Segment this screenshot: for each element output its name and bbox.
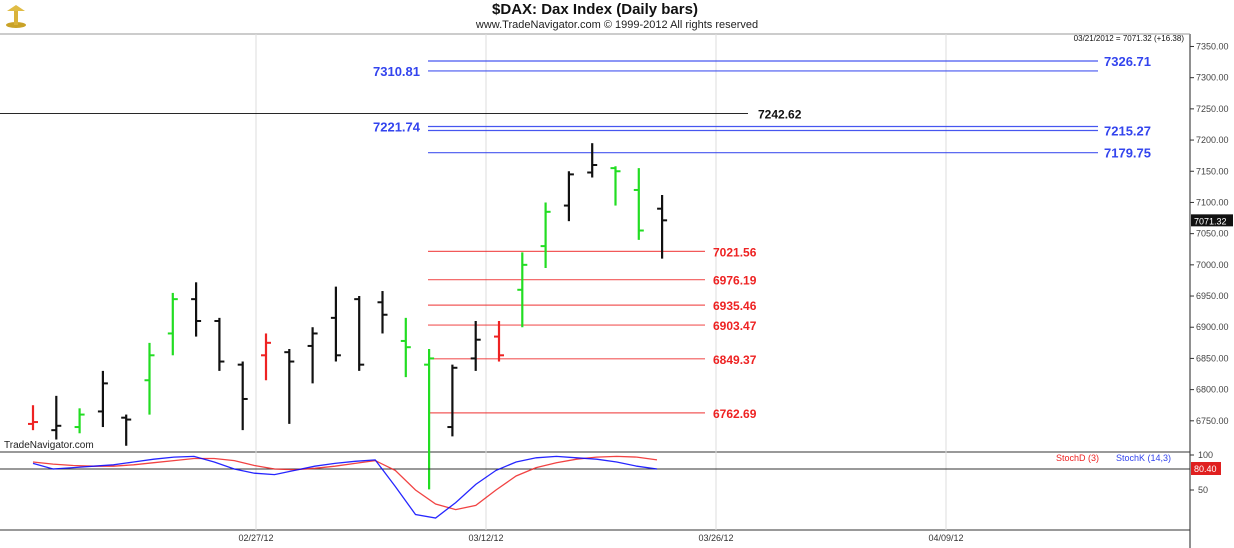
ohlc-bar: [261, 333, 271, 381]
ohlc-bar: [563, 171, 574, 222]
stoch-legend-d: StochD (3): [1056, 453, 1099, 463]
ohlc-bar: [633, 168, 644, 240]
level-label: 7021.56: [713, 245, 757, 259]
level-label: 7242.62: [758, 107, 802, 121]
stoch-legend-k: StochK (14,3): [1116, 453, 1171, 463]
ohlc-bar: [424, 349, 435, 490]
ohlc-bar: [494, 320, 504, 362]
y-tick-label: 7050.00: [1196, 229, 1229, 239]
stoch-last-label: 80.40: [1194, 464, 1217, 474]
ohlc-bar: [121, 414, 132, 446]
stoch-series-line: [32, 455, 658, 519]
level-label: 7221.74: [373, 119, 421, 134]
last-price-tag: [1191, 214, 1233, 227]
y-tick-label: 6850.00: [1196, 353, 1229, 363]
y-tick-label: 7350.00: [1196, 41, 1229, 51]
ohlc-bar: [74, 408, 85, 434]
x-tick-label: 03/26/12: [698, 533, 733, 543]
ohlc-bar: [307, 327, 318, 384]
ohlc-bar: [284, 349, 295, 424]
level-label: 6976.19: [713, 274, 757, 288]
ohlc-bar: [237, 361, 248, 431]
ohlc-bar: [330, 286, 341, 362]
ohlc-bar: [144, 342, 155, 415]
level-label: 6849.37: [713, 353, 757, 367]
y-tick-label: 7250.00: [1196, 104, 1229, 114]
ohlc-bar: [97, 370, 108, 428]
stoch-last-tag: [1191, 462, 1221, 475]
ohlc-bar: [447, 364, 458, 437]
ohlc-bar: [657, 194, 668, 259]
ohlc-bar: [191, 282, 202, 337]
level-label: 7326.71: [1104, 54, 1151, 69]
ohlc-bar: [540, 202, 551, 268]
x-tick-label: 02/27/12: [238, 533, 273, 543]
ohlc-bar: [51, 395, 62, 440]
ohlc-bar: [587, 143, 598, 178]
level-label: 6762.69: [713, 407, 757, 421]
ohlc-bar: [377, 291, 388, 334]
last-price-stamp: 03/21/2012 = 7071.32 (+16.38): [1073, 34, 1184, 43]
x-tick-label: 03/12/12: [468, 533, 503, 543]
last-price-label: 7071.32: [1194, 216, 1227, 226]
chart-subtitle: www.TradeNavigator.com © 1999-2012 All r…: [475, 19, 759, 31]
y-tick-label: 7300.00: [1196, 73, 1229, 83]
tradenavigator-logo-icon: [5, 3, 27, 29]
y-tick-label: 6750.00: [1196, 416, 1229, 426]
ohlc-bar: [28, 405, 38, 431]
ohlc-bar: [610, 166, 621, 206]
ohlc-bar: [470, 320, 481, 371]
stoch-series-line: [32, 455, 658, 511]
stoch-y-tick-label: 100: [1198, 450, 1213, 460]
y-tick-label: 7150.00: [1196, 166, 1229, 176]
ohlc-bar: [354, 296, 365, 371]
y-tick-label: 6900.00: [1196, 322, 1229, 332]
level-label: 7179.75: [1104, 146, 1151, 161]
ohlc-bar: [214, 317, 225, 371]
ohlc-bar: [400, 317, 411, 378]
ohlc-bar: [167, 292, 178, 356]
chart-title: $DAX: Dax Index (Daily bars): [492, 1, 698, 18]
y-tick-label: 7000.00: [1196, 260, 1229, 270]
y-tick-label: 6950.00: [1196, 291, 1229, 301]
level-label: 7215.27: [1104, 124, 1151, 139]
level-label: 7310.81: [373, 64, 420, 79]
watermark: TradeNavigator.com: [4, 440, 94, 451]
y-tick-label: 7200.00: [1196, 135, 1229, 145]
y-tick-label: 7100.00: [1196, 197, 1229, 207]
ohlc-bar: [517, 252, 528, 328]
x-tick-label: 04/09/12: [928, 533, 963, 543]
level-label: 6935.46: [713, 299, 757, 313]
stoch-y-tick-label: 50: [1198, 485, 1208, 495]
level-label: 6903.47: [713, 319, 757, 333]
y-tick-label: 6800.00: [1196, 385, 1229, 395]
